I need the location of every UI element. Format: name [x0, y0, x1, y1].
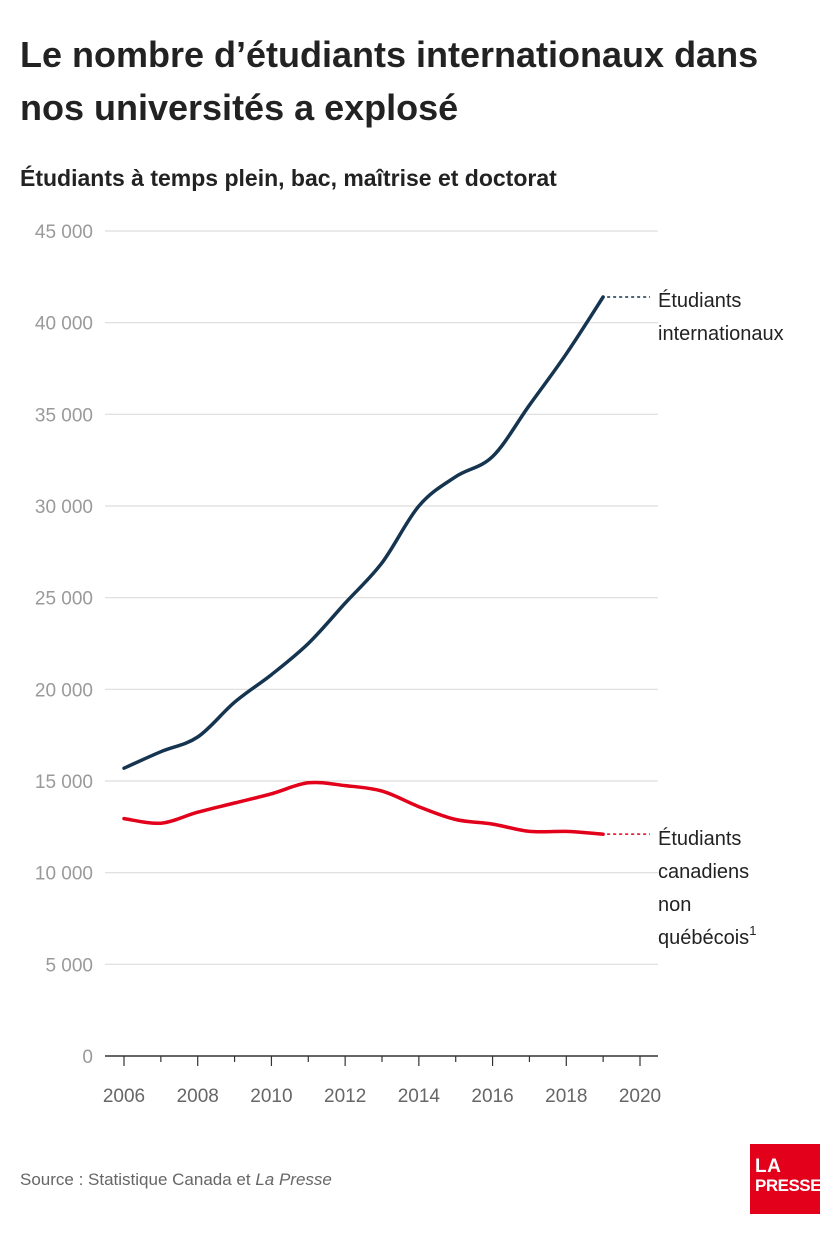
series-line-canadiens [122, 780, 605, 836]
y-tick-label: 15 000 [35, 772, 93, 793]
y-axis-tick-labels: 0 5 000 10 000 15 000 20 000 25 000 30 000 35 0… [35, 222, 93, 1068]
la-presse-logo: LA PRESSE [750, 1144, 821, 1214]
chart-title: Le nombre d’étudiants internationaux dan… [20, 34, 759, 128]
y-tick-label: 25 000 [35, 589, 93, 610]
footnote-marker: 1 [749, 923, 756, 938]
x-tick-label: 2012 [324, 1086, 366, 1107]
series-lines [122, 295, 650, 836]
series-labels: Étudiants internationaux Étudiants canadien… [658, 289, 784, 949]
x-axis [105, 1055, 658, 1066]
logo-line-1: LA [755, 1156, 782, 1177]
source-text: Source : Statistique Canada et [20, 1170, 256, 1189]
line-chart: 0 5 000 10 000 15 000 20 000 25 000 30 000 35 0… [35, 222, 784, 1107]
y-tick-label: 20 000 [35, 680, 93, 701]
x-tick-label: 2020 [619, 1086, 661, 1107]
x-tick-label: 2018 [545, 1086, 587, 1107]
series-label-canadiens: Étudiants canadiens non québécois1 [658, 827, 756, 949]
logo-line-2: PRESSE [755, 1176, 821, 1195]
series-label-internationaux: Étudiants internationaux [658, 289, 784, 345]
x-tick-label: 2010 [250, 1086, 292, 1107]
y-tick-label: 30 000 [35, 497, 93, 518]
source-publication: La Presse [255, 1170, 332, 1189]
y-tick-label: 35 000 [35, 405, 93, 426]
gridlines [105, 230, 658, 965]
y-tick-label: 10 000 [35, 864, 93, 885]
x-tick-label: 2008 [177, 1086, 219, 1107]
chart-subtitle: Étudiants à temps plein, bac, maîtrise e… [20, 165, 557, 191]
x-tick-label: 2006 [103, 1086, 145, 1107]
source-note: Source : Statistique Canada et La Presse [20, 1170, 332, 1190]
y-tick-label: 40 000 [35, 314, 93, 335]
y-tick-label: 45 000 [35, 222, 93, 243]
y-tick-label: 0 [82, 1047, 93, 1068]
series-line-internationaux [122, 295, 605, 770]
x-tick-label: 2014 [398, 1086, 441, 1107]
x-tick-label: 2016 [471, 1086, 513, 1107]
y-tick-label: 5 000 [45, 955, 93, 976]
x-axis-tick-labels: 2006 2008 2010 2012 2014 2016 2018 2020 [103, 1086, 661, 1107]
